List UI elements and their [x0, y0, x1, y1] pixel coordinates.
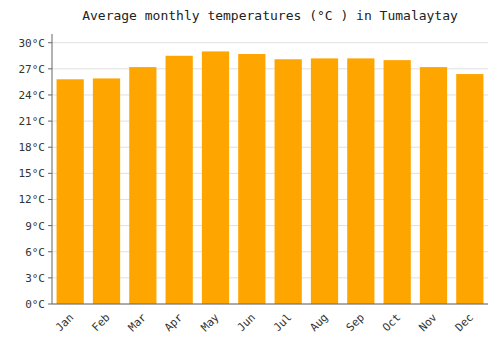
- y-tick: [48, 277, 52, 278]
- grid-line: [52, 42, 488, 43]
- x-tick-label: Nov: [416, 311, 440, 335]
- y-tick-label: 24°C: [19, 89, 46, 102]
- y-tick: [48, 199, 52, 200]
- x-tick-label: Aug: [307, 311, 330, 334]
- x-tick-label: Jan: [53, 311, 76, 334]
- y-tick-label: 6°C: [25, 246, 45, 259]
- grid: [52, 43, 488, 304]
- title: Average monthly temperatures (°C ) in Tu…: [82, 8, 458, 23]
- y-tick-label: 3°C: [25, 272, 45, 285]
- y-tick: [48, 94, 52, 95]
- y-tick-label: 27°C: [19, 63, 46, 76]
- y-tick: [48, 225, 52, 226]
- y-tick: [48, 121, 52, 122]
- y-axis-line: [52, 34, 53, 304]
- x-tick-label: Mar: [126, 311, 150, 335]
- page: {"chart_data": {"type": "bar", "title": …: [0, 0, 500, 350]
- bar: [166, 56, 193, 304]
- bar: [202, 51, 229, 304]
- bar: [311, 58, 338, 304]
- y-tick-label: 0°C: [25, 298, 45, 311]
- x-axis-line: [52, 304, 488, 305]
- x-tick-label: May: [198, 311, 222, 335]
- x-tick-label: Oct: [380, 311, 403, 334]
- x-tick-label: Jul: [271, 311, 294, 334]
- x-axis: Jan Feb Mar Apr May Jun Jul Aug Sep Oct Nov Dec: [52, 304, 488, 334]
- y-tick: [48, 173, 52, 174]
- y-tick: [48, 68, 52, 69]
- bars: [57, 51, 484, 304]
- bar: [347, 58, 374, 304]
- grid-line: [52, 304, 488, 305]
- y-tick: [48, 304, 52, 305]
- y-tick-label: 18°C: [19, 141, 46, 154]
- y-tick: [48, 42, 52, 43]
- x-tick-label: Feb: [89, 311, 112, 334]
- x-tick-label: Sep: [344, 311, 367, 334]
- y-tick-label: 12°C: [19, 193, 46, 206]
- bar: [456, 74, 483, 304]
- x-tick-label: Jun: [235, 311, 258, 334]
- bar: [93, 78, 120, 304]
- y-tick: [48, 147, 52, 148]
- bar: [238, 54, 265, 304]
- bar: [420, 67, 447, 304]
- y-tick: [48, 251, 52, 252]
- y-axis: 0°C 3°C 6°C 9°C 12°C 15°C 18°C 21°C 24°C 27°C 30°C: [19, 34, 53, 311]
- x-tick-label: Apr: [162, 311, 186, 335]
- y-tick-label: 30°C: [19, 37, 46, 50]
- chart: Average monthly temperatures (°C ) in Tu…: [0, 0, 500, 350]
- bar: [129, 67, 156, 304]
- y-tick-label: 15°C: [19, 167, 46, 180]
- bar: [275, 59, 302, 304]
- x-tick-label: Dec: [453, 311, 476, 334]
- chart-container: Average monthly temperatures (°C ) in Tu…: [0, 0, 500, 350]
- bar: [384, 60, 411, 304]
- y-tick-label: 21°C: [19, 115, 46, 128]
- y-tick-label: 9°C: [25, 220, 45, 233]
- bar: [57, 79, 84, 304]
